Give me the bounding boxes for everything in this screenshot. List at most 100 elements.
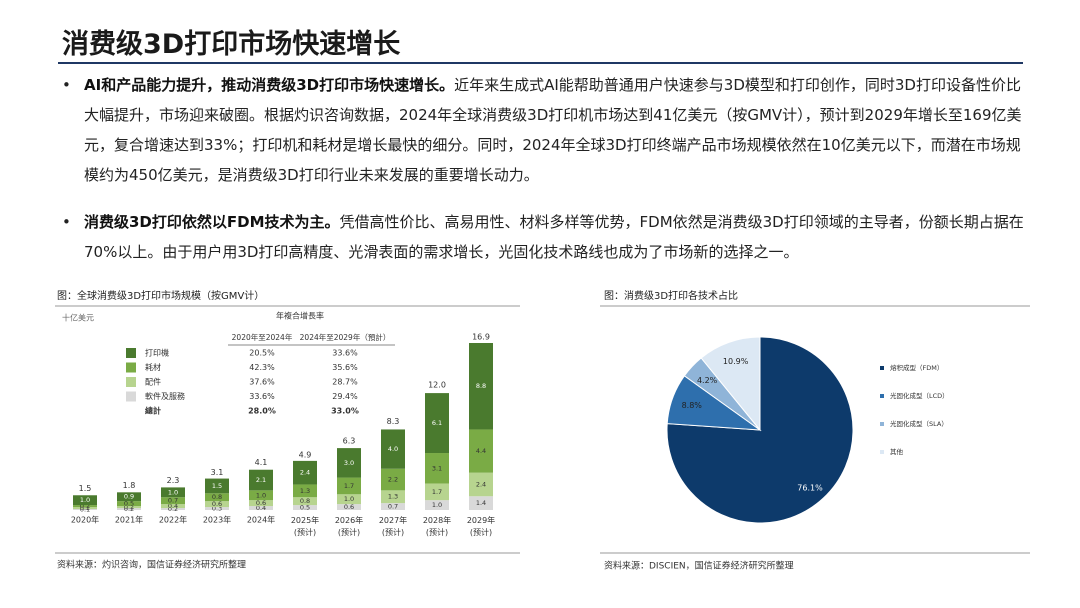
total-label: 2.3 bbox=[167, 476, 180, 485]
segment-label: 0.9 bbox=[124, 493, 134, 501]
segment-label: 0.3 bbox=[212, 505, 222, 513]
x-tick-label: 2026年(预计) bbox=[335, 515, 363, 537]
bullet-text: 凭借高性价比、高易用性、材料多样等优势，FDM依然是消费级3D打印领域的主导者，… bbox=[84, 213, 1024, 261]
chart-title: 图：全球消费级3D打印市场规模（按GMV计） bbox=[57, 289, 264, 302]
total-label: 1.8 bbox=[123, 481, 136, 490]
bar-segment bbox=[469, 472, 493, 497]
bar-segment bbox=[161, 504, 185, 509]
pie-slice bbox=[666, 336, 854, 524]
bar-segment bbox=[249, 500, 273, 507]
bar-segment bbox=[161, 508, 185, 510]
slice-label: 8.8% bbox=[682, 401, 703, 410]
segment-label: 1.3 bbox=[300, 487, 310, 495]
segment-label: 1.0 bbox=[168, 488, 178, 496]
segment-label: 1.3 bbox=[388, 493, 398, 501]
bullet: • 消费级3D打印依然以FDM技术为主。凭借高性价比、高易用性、材料多样等优势，… bbox=[62, 207, 1027, 267]
slice-label: 10.9% bbox=[723, 357, 749, 366]
bar-segment bbox=[381, 468, 405, 491]
bar-segment bbox=[425, 500, 449, 510]
segment-label: 0.2 bbox=[124, 505, 134, 513]
x-tick-label: 2022年 bbox=[159, 515, 187, 525]
total-label: 12.0 bbox=[428, 381, 446, 390]
bar-segment bbox=[117, 508, 141, 510]
segment-label: 0.6 bbox=[344, 503, 354, 511]
total-label: 1.5 bbox=[79, 484, 92, 493]
segment-label: 0.2 bbox=[168, 505, 178, 513]
bar-segment bbox=[381, 490, 405, 504]
cagr-value: 28.0% bbox=[248, 407, 276, 416]
segment-label: 2.1 bbox=[256, 476, 266, 484]
legend-label: 配件 bbox=[145, 377, 161, 387]
cagr-value: 33.0% bbox=[331, 407, 359, 416]
legend-label: 光固化成型（SLA） bbox=[890, 419, 948, 428]
segment-label: 2.2 bbox=[388, 476, 398, 484]
cagr-value: 33.6% bbox=[249, 392, 275, 401]
bullet-text: 近年来生成式AI能帮助普通用户快速参与3D模型和打印创作，同时3D打印设备性价比… bbox=[84, 76, 1022, 184]
x-tick-label: 2021年 bbox=[115, 515, 143, 525]
x-tick-label: 2029年(预计) bbox=[467, 515, 495, 537]
legend-swatch bbox=[880, 422, 884, 426]
segment-label: 1.5 bbox=[212, 482, 222, 490]
bar-segment bbox=[205, 501, 229, 508]
legend-label: 光固化成型（LCD） bbox=[890, 391, 949, 400]
legend-label: 熔积成型（FDM） bbox=[890, 363, 943, 372]
bar-segment bbox=[249, 490, 273, 501]
cagr-value: 33.6% bbox=[332, 349, 358, 358]
segment-label: 1.7 bbox=[432, 488, 442, 496]
legend-swatch bbox=[880, 394, 884, 398]
bar-segment bbox=[117, 492, 141, 502]
legend-swatch bbox=[126, 362, 136, 373]
segment-label: 0.1 bbox=[80, 506, 90, 514]
segment-label: 3.0 bbox=[344, 459, 354, 467]
total-label: 6.3 bbox=[343, 437, 356, 446]
bar-segment bbox=[425, 453, 449, 484]
bar-segment bbox=[337, 504, 361, 510]
legend-swatch bbox=[126, 377, 136, 387]
bar-segment bbox=[381, 503, 405, 510]
bar-segment bbox=[249, 469, 273, 491]
x-tick-label: 2020年 bbox=[71, 515, 99, 525]
segment-label: 3.1 bbox=[432, 464, 442, 472]
chart-source: 资料来源：灼识咨询，国信证券经济研究所整理 bbox=[57, 559, 246, 571]
segment-label: 1.0 bbox=[344, 495, 354, 503]
cagr-title: 年複合增長率 bbox=[276, 311, 324, 321]
segment-label: 2.4 bbox=[300, 469, 310, 477]
pie-slice bbox=[700, 336, 761, 432]
segment-label: 0.5 bbox=[300, 504, 310, 512]
title-rule bbox=[58, 62, 1023, 64]
cagr-value: 29.4% bbox=[332, 392, 358, 401]
bar-segment bbox=[425, 393, 449, 454]
segment-label: 0.6 bbox=[256, 499, 266, 507]
bar-segment bbox=[469, 429, 493, 473]
bullet-dot: • bbox=[62, 76, 71, 94]
segment-label: 1.0 bbox=[432, 501, 442, 509]
segment-label: 1.7 bbox=[344, 482, 354, 490]
segment-label: 1.4 bbox=[476, 499, 486, 507]
segment-label: 0.2 bbox=[80, 504, 90, 512]
legend-label: 軟件及服務 bbox=[145, 391, 185, 401]
bar-segment bbox=[337, 448, 361, 478]
x-tick-label: 2024年 bbox=[247, 515, 275, 525]
bullet-lead: 消费级3D打印依然以FDM技术为主。 bbox=[84, 213, 340, 231]
legend-label: 打印機 bbox=[145, 348, 169, 358]
cagr-value: 42.3% bbox=[249, 363, 275, 372]
segment-label: 0.7 bbox=[388, 503, 398, 511]
legend-swatch bbox=[880, 366, 884, 370]
chart-title: 图：消费级3D打印各技术占比 bbox=[604, 289, 738, 302]
x-tick-label: 2025年(预计) bbox=[291, 515, 319, 537]
bar-segment bbox=[293, 484, 317, 498]
bar-segment bbox=[293, 505, 317, 510]
chart-source: 资料来源：DISCIEN，国信证券经济研究所整理 bbox=[604, 560, 794, 572]
segment-label: 2.4 bbox=[476, 480, 486, 488]
cagr-column: 2020年至2024年 bbox=[232, 332, 293, 342]
legend-swatch bbox=[880, 450, 884, 454]
bullet: • AI和产品能力提升，推动消费级3D打印市场快速增长。近年来生成式AI能帮助普… bbox=[62, 70, 1027, 190]
segment-label: 0.6 bbox=[212, 500, 222, 508]
segment-label: 0.5 bbox=[124, 500, 134, 508]
cagr-value: 20.5% bbox=[249, 349, 275, 358]
segment-label: 0.8 bbox=[212, 493, 222, 501]
bullet-body: 消费级3D打印依然以FDM技术为主。凭借高性价比、高易用性、材料多样等优势，FD… bbox=[84, 207, 1027, 267]
cagr-value: 35.6% bbox=[332, 363, 358, 372]
